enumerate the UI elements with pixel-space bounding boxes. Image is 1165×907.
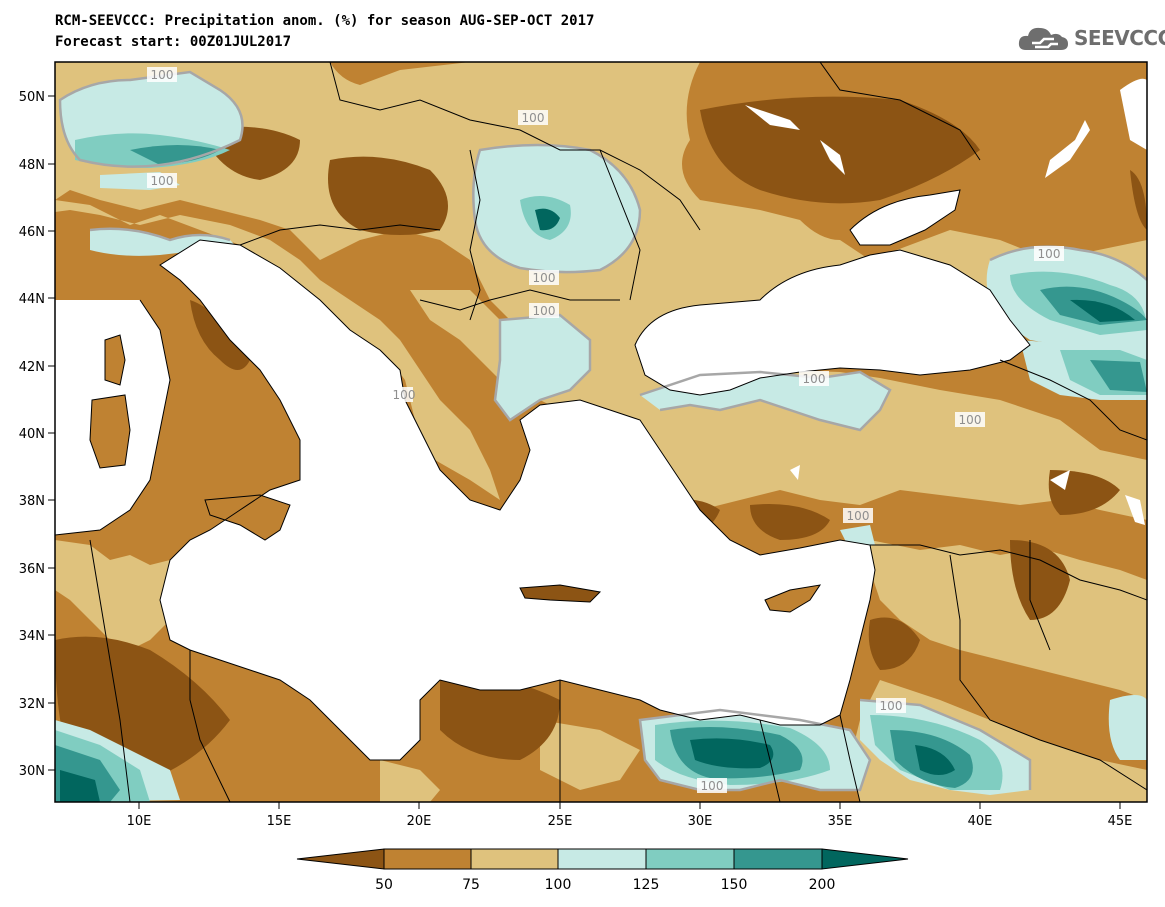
map-title: RCM-SEEVCCC: Precipitation anom. (%) for… <box>55 13 595 29</box>
contour-labels: 100 100 100 100 100 100 100 100 100 100 … <box>147 67 1064 793</box>
contour-label: 100 <box>393 388 416 402</box>
lat-tick-label: 42N <box>19 360 45 375</box>
azov-sea <box>850 190 960 245</box>
contour-label: 100 <box>847 509 870 523</box>
contour-label: 100 <box>1038 247 1061 261</box>
latitude-axis: 50N 48N 46N 44N 42N 40N 38N 36N 34N 32N … <box>19 90 55 779</box>
lon-tick-label: 10E <box>127 814 152 829</box>
lat-tick-label: 38N <box>19 494 45 509</box>
forecast-start-subtitle: Forecast start: 00Z01JUL2017 <box>55 34 292 50</box>
sardinia-island <box>90 395 130 468</box>
contour-label: 100 <box>151 174 174 188</box>
seevccc-cloud-logo-icon <box>1018 27 1068 50</box>
longitude-axis: 10E 15E 20E 25E 30E 35E 40E 45E <box>127 802 1133 829</box>
coastlines-and-borders <box>55 62 1147 802</box>
cyprus-island <box>765 585 820 612</box>
colorbar-label: 200 <box>809 877 836 893</box>
black-sea <box>635 250 1030 395</box>
contour-label: 100 <box>701 779 724 793</box>
contour-label: 100 <box>803 372 826 386</box>
lon-tick-label: 45E <box>1108 814 1133 829</box>
mediterranean-sea <box>160 240 875 760</box>
lon-tick-label: 20E <box>407 814 432 829</box>
colorbar-label: 125 <box>633 877 660 893</box>
colorbar-label: 100 <box>545 877 572 893</box>
contour-label: 100 <box>533 271 556 285</box>
contour-label: 100 <box>522 111 545 125</box>
lat-tick-label: 46N <box>19 225 45 240</box>
lon-tick-label: 35E <box>828 814 853 829</box>
contour-label: 100 <box>151 68 174 82</box>
caspian-corner <box>1120 78 1147 150</box>
lat-tick-label: 32N <box>19 697 45 712</box>
contour-label: 100 <box>533 304 556 318</box>
colorbar: 50 75 100 125 150 200 <box>296 848 909 893</box>
lat-tick-label: 44N <box>19 292 45 307</box>
lon-tick-label: 15E <box>267 814 292 829</box>
lat-tick-label: 34N <box>19 629 45 644</box>
lat-tick-label: 50N <box>19 90 45 105</box>
lat-tick-label: 30N <box>19 764 45 779</box>
lat-tick-label: 36N <box>19 562 45 577</box>
seevccc-logo-text: SEEVCCC <box>1074 26 1165 50</box>
lat-tick-label: 40N <box>19 427 45 442</box>
contour-label: 100 <box>880 699 903 713</box>
map-frame <box>54 61 1148 803</box>
lon-tick-label: 30E <box>688 814 713 829</box>
colorbar-label: 75 <box>462 877 480 893</box>
lon-tick-label: 25E <box>548 814 573 829</box>
lat-tick-label: 48N <box>19 158 45 173</box>
anomaly-field <box>55 62 1147 802</box>
contour-label: 100 <box>959 413 982 427</box>
corsica-island <box>105 335 125 385</box>
contour-100-lines <box>58 70 1147 792</box>
colorbar-label: 50 <box>375 877 393 893</box>
crete-island <box>520 585 600 602</box>
sicily-island <box>205 495 290 540</box>
colorbar-label: 150 <box>721 877 748 893</box>
lon-tick-label: 40E <box>968 814 993 829</box>
